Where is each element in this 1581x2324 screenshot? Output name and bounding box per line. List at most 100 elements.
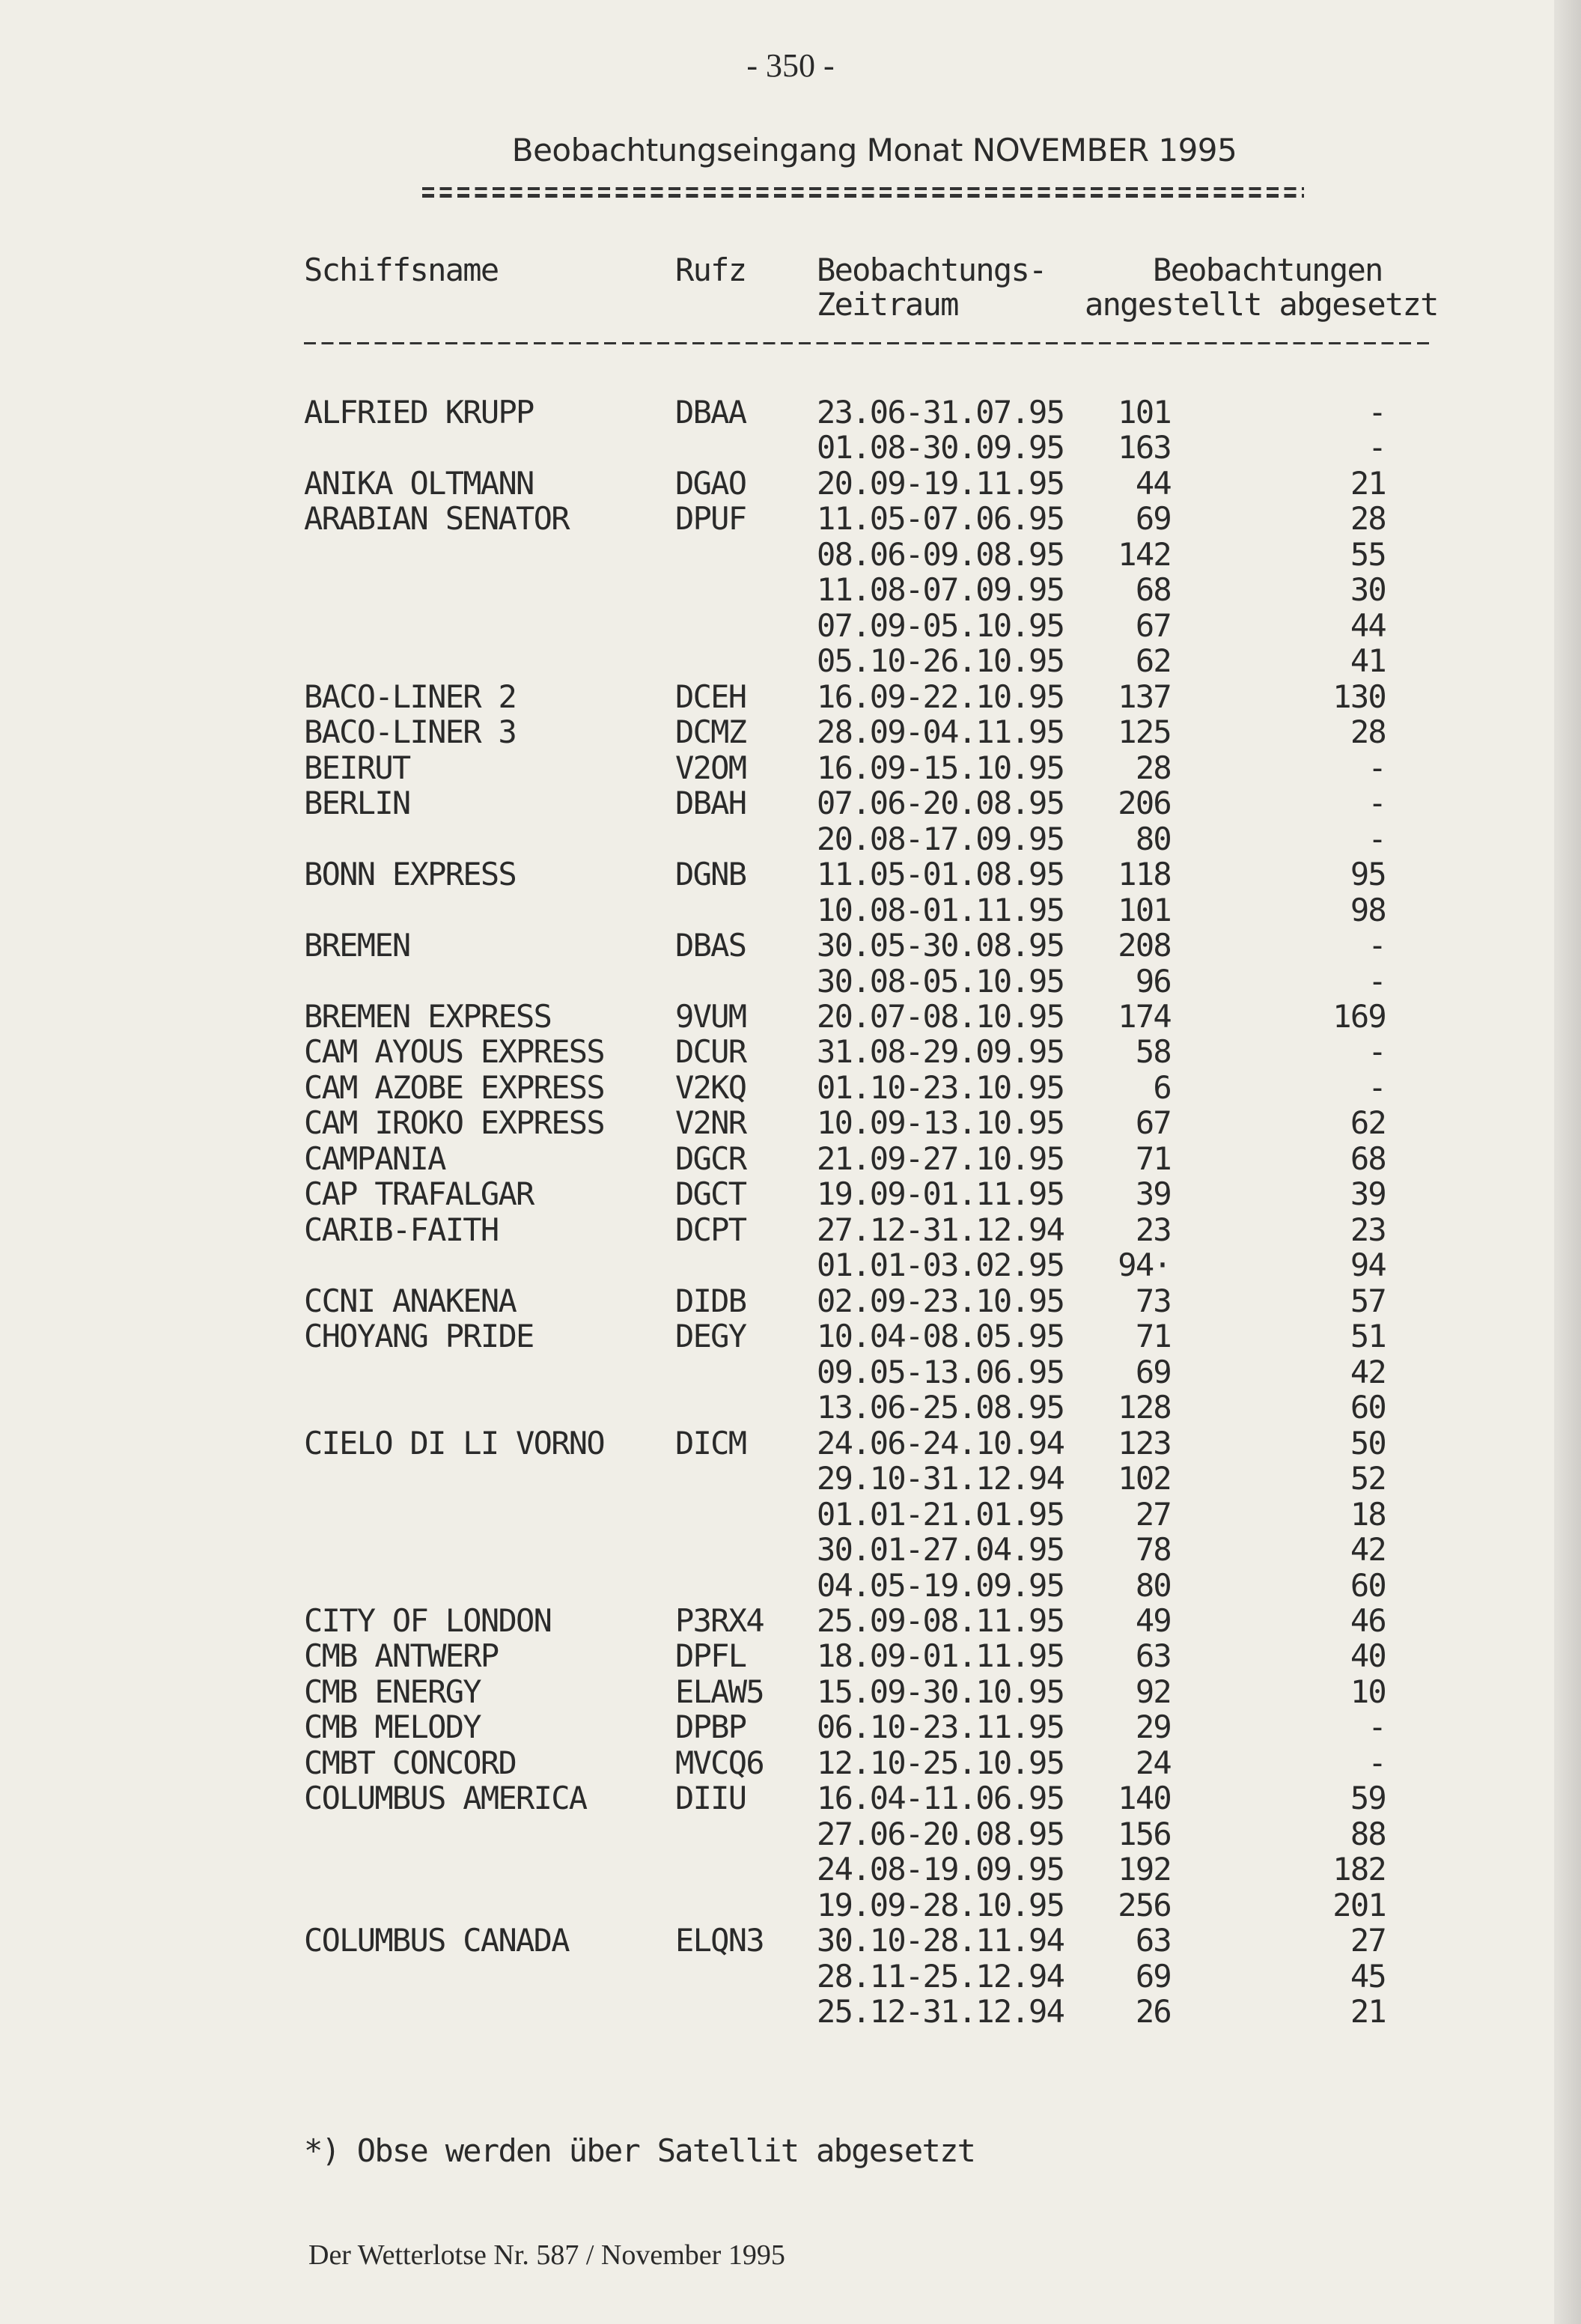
ship-name-cell: CAMPANIA <box>304 1140 446 1177</box>
obs-made-cell: 26 <box>1135 1993 1172 2031</box>
ship-name-cell: CARIB-FAITH <box>304 1211 499 1248</box>
callsign-cell: DIDB <box>675 1282 747 1319</box>
obs-made-cell: 69 <box>1135 1957 1172 1995</box>
callsign-cell: DCUR <box>675 1033 747 1071</box>
callsign-cell: DPBP <box>675 1709 747 1746</box>
obs-made-cell: 101 <box>1118 891 1172 928</box>
ship-name-cell: BONN EXPRESS <box>304 856 517 893</box>
period-cell: 01.10-23.10.95 <box>817 1068 1065 1106</box>
obs-sent-cell: 41 <box>1350 642 1387 680</box>
obs-made-cell: 174 <box>1118 997 1172 1035</box>
period-cell: 11.05-01.08.95 <box>817 856 1065 893</box>
obs-sent-cell: 28 <box>1350 714 1387 751</box>
obs-sent-cell: 27 <box>1350 1922 1387 1959</box>
ship-name-cell: ARABIAN SENATOR <box>304 500 570 538</box>
obs-made-cell: 49 <box>1135 1601 1172 1639</box>
callsign-cell: P3RX4 <box>675 1601 765 1639</box>
obs-made-cell: 256 <box>1118 1886 1172 1923</box>
obs-made-cell: 192 <box>1118 1851 1172 1888</box>
callsign-cell: DBAA <box>675 394 747 431</box>
obs-made-cell: 78 <box>1135 1531 1172 1569</box>
ship-name-cell: BEIRUT <box>304 749 411 786</box>
obs-made-cell: 125 <box>1118 714 1172 751</box>
obs-made-cell: 39 <box>1135 1175 1172 1213</box>
obs-sent-cell: 52 <box>1350 1460 1387 1497</box>
callsign-cell: DCEH <box>675 678 747 715</box>
obs-sent-cell: 40 <box>1350 1637 1387 1675</box>
obs-sent-cell: - <box>1368 394 1386 431</box>
callsign-cell: V2NR <box>675 1104 747 1142</box>
obs-made-cell: 71 <box>1135 1140 1172 1177</box>
obs-sent-cell: 182 <box>1332 1851 1386 1888</box>
obs-sent-cell: - <box>1368 820 1386 857</box>
obs-sent-cell: 98 <box>1350 891 1387 928</box>
period-cell: 09.05-13.06.95 <box>817 1353 1065 1390</box>
period-cell: 24.08-19.09.95 <box>817 1851 1065 1888</box>
period-cell: 13.06-25.08.95 <box>817 1389 1065 1426</box>
period-cell: 25.12-31.12.94 <box>817 1993 1065 2031</box>
ship-name-cell: ALFRIED KRUPP <box>304 394 534 431</box>
footer-citation: Der Wetterlotse Nr. 587 / November 1995 <box>308 2239 785 2271</box>
obs-made-cell: 6 <box>1153 1068 1172 1106</box>
period-cell: 16.09-22.10.95 <box>817 678 1065 715</box>
period-cell: 10.09-13.10.95 <box>817 1104 1065 1142</box>
period-cell: 28.11-25.12.94 <box>817 1957 1065 1995</box>
header-observations-line2: angestellt abgesetzt <box>1085 286 1439 323</box>
period-cell: 24.06-24.10.94 <box>817 1424 1065 1461</box>
period-cell: 25.09-08.11.95 <box>817 1601 1065 1639</box>
obs-made-cell: 80 <box>1135 1566 1172 1604</box>
obs-made-cell: 62 <box>1135 642 1172 680</box>
period-cell: 04.05-19.09.95 <box>817 1566 1065 1604</box>
period-cell: 29.10-31.12.94 <box>817 1460 1065 1497</box>
ship-name-cell: CAP TRAFALGAR <box>304 1175 534 1213</box>
header-observations-line1: Beobachtungen <box>1153 252 1383 288</box>
obs-sent-cell: 46 <box>1350 1601 1387 1639</box>
obs-sent-cell: 18 <box>1350 1495 1387 1533</box>
obs-made-cell: 96 <box>1135 962 1172 1000</box>
obs-sent-cell: 95 <box>1350 856 1387 893</box>
period-cell: 10.04-08.05.95 <box>817 1318 1065 1355</box>
obs-sent-cell: - <box>1368 1033 1386 1071</box>
obs-made-cell: 71 <box>1135 1318 1172 1355</box>
ship-name-cell: CAM IROKO EXPRESS <box>304 1104 606 1142</box>
obs-sent-cell: 60 <box>1350 1389 1387 1426</box>
ship-name-cell: CMB MELODY <box>304 1709 482 1746</box>
obs-sent-cell: 44 <box>1350 606 1387 644</box>
obs-made-cell: 92 <box>1135 1673 1172 1710</box>
obs-made-cell: 128 <box>1118 1389 1172 1426</box>
period-cell: 23.06-31.07.95 <box>817 394 1065 431</box>
obs-sent-cell: 42 <box>1350 1531 1387 1569</box>
obs-made-cell: 29 <box>1135 1709 1172 1746</box>
callsign-cell: DBAH <box>675 785 747 822</box>
ship-name-cell: ANIKA OLTMANN <box>304 464 534 502</box>
callsign-cell: MVCQ6 <box>675 1744 765 1781</box>
period-cell: 08.06-09.08.95 <box>817 535 1065 573</box>
period-cell: 20.08-17.09.95 <box>817 820 1065 857</box>
ship-name-cell: CIELO DI LI VORNO <box>304 1424 606 1461</box>
obs-made-cell: 63 <box>1135 1637 1172 1675</box>
obs-sent-cell: - <box>1368 1744 1386 1781</box>
callsign-cell: ELAW5 <box>675 1673 765 1710</box>
obs-made-cell: 206 <box>1118 785 1172 822</box>
obs-made-cell: 73 <box>1135 1282 1172 1319</box>
ship-name-cell: COLUMBUS CANADA <box>304 1922 570 1959</box>
obs-sent-cell: 30 <box>1350 571 1387 609</box>
obs-made-cell: 68 <box>1135 571 1172 609</box>
header-ship-name: Schiffsname <box>304 252 499 288</box>
period-cell: 28.09-04.11.95 <box>817 714 1065 751</box>
ship-name-cell: BREMEN EXPRESS <box>304 997 552 1035</box>
obs-made-cell: 163 <box>1118 429 1172 466</box>
page-title: Beobachtungseingang Monat NOVEMBER 1995 <box>511 132 1237 168</box>
callsign-cell: DGNB <box>675 856 747 893</box>
obs-made-cell: 23 <box>1135 1211 1172 1248</box>
ship-name-cell: BERLIN <box>304 785 411 822</box>
ship-name-cell: CMB ENERGY <box>304 1673 482 1710</box>
obs-made-cell: 137 <box>1118 678 1172 715</box>
period-cell: 11.08-07.09.95 <box>817 571 1065 609</box>
ship-name-cell: CAM AYOUS EXPRESS <box>304 1033 606 1071</box>
callsign-cell: DEGY <box>675 1318 747 1355</box>
period-cell: 02.09-23.10.95 <box>817 1282 1065 1319</box>
obs-made-cell: 67 <box>1135 606 1172 644</box>
obs-sent-cell: 23 <box>1350 1211 1387 1248</box>
callsign-cell: DIIU <box>675 1780 747 1817</box>
